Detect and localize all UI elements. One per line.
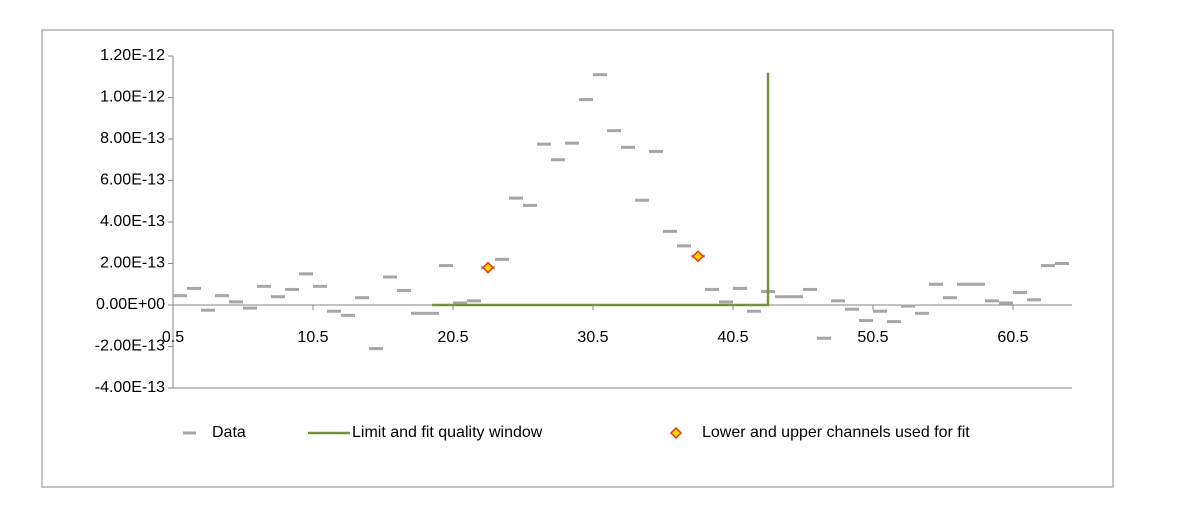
legend-swatch [669,426,683,440]
x-tick-label: 10.5 [297,329,328,346]
x-tick-label: 0.5 [162,329,184,346]
y-tick-label: 4.00E-13 [100,213,165,230]
x-tick-label: 50.5 [857,329,888,346]
y-tick-label: -2.00E-13 [95,338,165,355]
y-tick-label: 1.20E-12 [100,47,165,64]
x-tick-label: 20.5 [437,329,468,346]
series-line [432,72,770,307]
fit-channel-point [481,261,495,274]
y-tick-label: -4.00E-13 [95,379,165,396]
chart-frame [41,29,1114,488]
y-tick-label: 6.00E-13 [100,172,165,189]
legend-label: Limit and fit quality window [352,424,543,441]
y-tick-label: 0.00E+00 [96,296,165,313]
y-tick-label: 1.00E-12 [100,89,165,106]
fit-channel-point [691,250,705,263]
legend-label: Lower and upper channels used for fit [702,424,970,441]
x-tick-label: 60.5 [997,329,1028,346]
x-tick-label: 30.5 [577,329,608,346]
x-tick-label: 40.5 [717,329,748,346]
y-tick-label: 8.00E-13 [100,130,165,147]
legend-label: Data [212,424,246,441]
y-tick-label: 2.00E-13 [100,255,165,272]
